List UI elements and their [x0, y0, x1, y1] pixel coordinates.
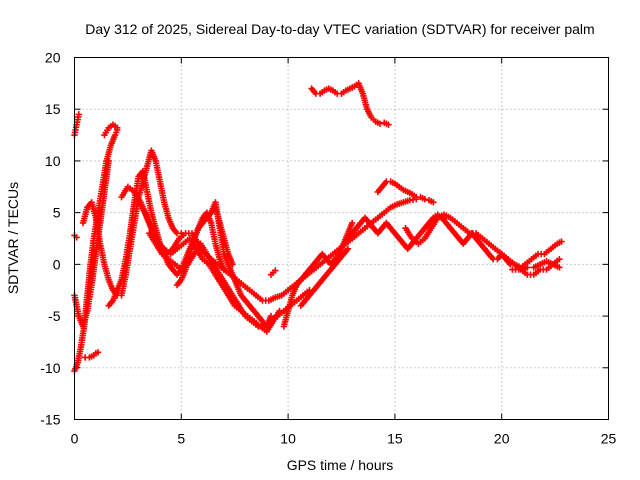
series-trace-2 — [71, 232, 80, 241]
y-tick-label: 0 — [53, 256, 61, 272]
data-point — [430, 199, 437, 206]
data-point — [348, 219, 356, 227]
x-tick-label: 15 — [387, 431, 403, 447]
series-trace-9 — [118, 147, 185, 299]
data-point — [105, 157, 112, 165]
data-point — [556, 255, 563, 263]
x-tick-label: 0 — [71, 431, 79, 447]
x-tick-label: 20 — [494, 431, 510, 447]
series-trace-17 — [297, 245, 352, 309]
data-point — [556, 264, 563, 271]
tick-labels: 0 5 10 15 20 25 -15 -10 -5 0 5 10 15 20 — [40, 50, 616, 447]
y-tick-label: 15 — [45, 101, 61, 117]
x-axis-label: GPS time / hours — [287, 457, 394, 473]
series-trace-4 — [71, 157, 112, 330]
data-point — [421, 195, 429, 203]
chart-title: Day 312 of 2025, Sidereal Day-to-day VTE… — [85, 21, 594, 37]
series-trace-18 — [308, 80, 392, 128]
x-tick-label: 25 — [601, 431, 617, 447]
data-point — [344, 245, 352, 253]
series-trace-1 — [71, 111, 82, 139]
y-tick-label: 20 — [45, 50, 61, 66]
data-point — [114, 124, 121, 132]
data-point — [267, 312, 275, 320]
y-tick-label: -5 — [48, 308, 61, 324]
series-trace-6 — [79, 199, 121, 299]
y-tick-label: 10 — [45, 153, 61, 169]
data-point — [376, 120, 384, 127]
data-point — [272, 267, 279, 274]
series-trace-15 — [267, 267, 279, 278]
series-trace-23 — [530, 258, 563, 271]
y-tick-label: 5 — [53, 205, 61, 221]
data-point — [385, 121, 392, 128]
series-trace-20 — [374, 178, 437, 206]
series-trace-14 — [208, 199, 275, 330]
series-trace-5 — [81, 349, 102, 361]
data-points — [71, 80, 565, 375]
data-point — [75, 111, 82, 118]
data-point — [558, 238, 565, 245]
y-tick-label: -15 — [40, 412, 60, 428]
series-trace-22 — [509, 238, 565, 273]
x-tick-label: 5 — [177, 431, 185, 447]
y-axis-label: SDTVAR / TECUs — [5, 182, 21, 294]
y-tick-label: -10 — [40, 360, 60, 376]
plot-frame — [74, 57, 609, 420]
data-point — [94, 349, 102, 356]
x-tick-label: 10 — [280, 431, 296, 447]
series-trace-7 — [101, 121, 121, 139]
series-trace-16 — [280, 219, 356, 330]
